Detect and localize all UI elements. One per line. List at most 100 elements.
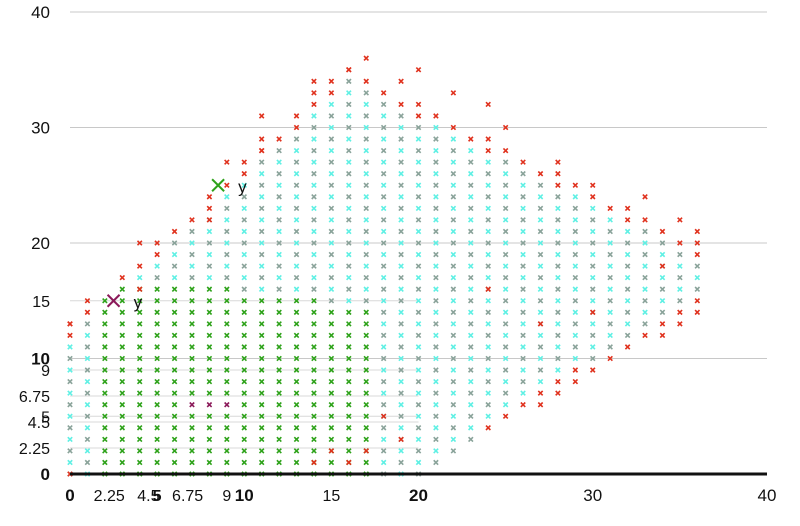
data-point (258, 182, 265, 189)
point-stroke (328, 436, 335, 443)
point-stroke (659, 332, 666, 339)
point-stroke (241, 170, 248, 177)
point-stroke (555, 194, 561, 200)
data-point (189, 274, 195, 281)
point-stroke (258, 367, 265, 373)
point-stroke (520, 182, 526, 189)
data-point (206, 194, 213, 200)
data-point (398, 355, 404, 362)
x-tick-label: 10 (235, 486, 254, 505)
point-stroke (67, 321, 73, 327)
point-stroke (642, 263, 648, 269)
data-point (537, 355, 544, 362)
point-stroke (346, 159, 352, 165)
data-point (328, 251, 335, 258)
data-point (363, 228, 369, 235)
point-stroke (189, 263, 195, 269)
point-stroke (415, 286, 422, 292)
point-stroke (502, 124, 509, 131)
point-stroke (154, 332, 160, 339)
point-stroke (485, 263, 491, 269)
data-point (520, 228, 526, 235)
data-point (224, 194, 230, 200)
data-point (607, 240, 613, 246)
point-stroke (311, 194, 317, 200)
data-point (415, 448, 422, 454)
point-stroke (537, 274, 544, 281)
data-point-edge (485, 101, 491, 108)
data-point (119, 309, 126, 316)
point-stroke (380, 147, 387, 154)
data-point-edge (328, 448, 335, 454)
point-stroke (502, 263, 509, 269)
point-stroke (450, 413, 457, 420)
point-stroke (398, 436, 404, 443)
data-point (293, 286, 300, 292)
x-tick-label-minor: 5 (153, 488, 162, 505)
data-point (520, 344, 526, 350)
data-point (468, 251, 474, 258)
point-stroke (642, 297, 648, 304)
point-stroke (555, 378, 561, 385)
point-stroke (276, 240, 282, 246)
data-point (241, 182, 248, 189)
data-point (642, 240, 648, 246)
data-point (276, 413, 282, 420)
point-stroke (189, 425, 195, 431)
point-stroke (136, 390, 143, 396)
data-point (485, 425, 491, 431)
point-stroke (346, 136, 352, 142)
point-stroke (328, 170, 335, 177)
data-point-edge (398, 78, 404, 85)
point-stroke (67, 355, 73, 362)
point-stroke (67, 332, 73, 339)
point-stroke (346, 401, 352, 408)
data-point (380, 436, 387, 443)
data-point (363, 182, 369, 189)
point-stroke (555, 321, 561, 327)
point-stroke (293, 240, 300, 246)
point-stroke (189, 413, 195, 420)
point-stroke (311, 459, 317, 466)
data-point (276, 170, 282, 177)
point-stroke (468, 401, 474, 408)
data-point (415, 113, 422, 119)
point-stroke (328, 147, 335, 154)
point-stroke (589, 240, 596, 246)
data-point (206, 251, 213, 258)
data-point (363, 286, 369, 292)
data-point (311, 217, 317, 223)
data-point (258, 413, 265, 420)
data-point (659, 274, 666, 281)
data-point (398, 425, 404, 431)
data-point (450, 217, 457, 223)
data-point (84, 332, 91, 339)
point-stroke (102, 459, 108, 466)
data-point (346, 367, 352, 373)
data-point (67, 355, 73, 362)
data-point (537, 274, 544, 281)
data-point (67, 413, 73, 420)
data-point (520, 390, 526, 396)
point-stroke (485, 378, 491, 385)
point-stroke (485, 147, 491, 154)
data-points (67, 55, 701, 477)
point-stroke (293, 205, 300, 212)
point-stroke (136, 425, 143, 431)
data-point (84, 436, 91, 443)
data-point (276, 448, 282, 454)
point-stroke (555, 217, 561, 223)
data-point (468, 194, 474, 200)
point-stroke (468, 436, 474, 443)
point-stroke (346, 101, 352, 108)
data-point (84, 378, 91, 385)
data-point (624, 332, 631, 339)
data-point (485, 413, 491, 420)
data-point (572, 378, 579, 385)
point-stroke (293, 413, 300, 420)
data-point (398, 240, 404, 246)
data-point (67, 425, 73, 431)
data-point (293, 390, 300, 396)
data-point (241, 321, 248, 327)
data-point (328, 147, 335, 154)
